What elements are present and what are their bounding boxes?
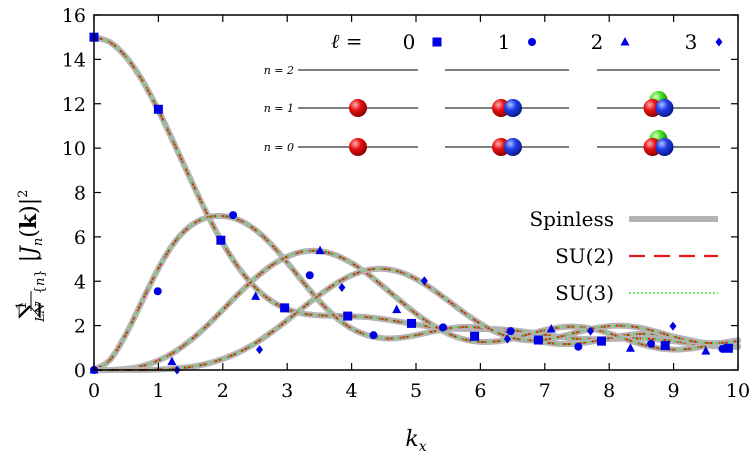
y-tick-label: 16 (62, 5, 86, 27)
marker-l2-point (701, 346, 711, 355)
x-tick-label: 8 (603, 380, 615, 402)
legend-marker-label-1: 1 (498, 30, 511, 54)
x-tick-label: 7 (539, 380, 551, 402)
legend-line-label: SU(2) (555, 244, 614, 268)
marker-l0-point (343, 311, 353, 321)
marker-l1-point (369, 331, 378, 340)
marker-l3-point (587, 326, 595, 336)
curve-spinless-2 (91, 247, 741, 374)
marker-l2-point (251, 291, 261, 300)
legend-marker-label-2: 2 (591, 30, 604, 54)
y-tick-label: 14 (62, 49, 86, 71)
legend-line-label: Spinless (529, 207, 614, 231)
marker-l2-point (469, 331, 479, 341)
marker-l1-point (153, 287, 162, 296)
curve-su3-1 (93, 215, 739, 371)
x-tick-label: 0 (88, 380, 100, 402)
marker-l3-point (338, 282, 346, 292)
svg-text:1 LN ∑ {n}: 1 LN ∑ {n} |Jn(k)|2 (7, 190, 50, 323)
x-tick-label: 1 (152, 380, 164, 402)
inset-level-label: n = 1 (264, 102, 294, 115)
marker-l2-point (167, 356, 177, 366)
inset-level-label: n = 2 (264, 64, 294, 77)
curves-layer (91, 34, 741, 374)
x-axis-title: kx (405, 427, 426, 453)
inset-particle-red (349, 99, 367, 117)
curve-spinless-0 (91, 34, 741, 350)
marker-l1-point (574, 342, 583, 351)
y-tick-label: 0 (74, 360, 86, 382)
marker-l0-point (660, 341, 670, 351)
marker-legend-items: 0 1 2 3 (403, 30, 723, 54)
y-tick-label: 10 (62, 138, 86, 160)
inset-particle-blue (504, 138, 522, 156)
marker-l0-point (533, 335, 543, 345)
inset-level-label: n = 0 (264, 141, 294, 154)
x-tick-label: 4 (346, 380, 358, 402)
marker-l1-point (229, 211, 238, 220)
marker-l3-point (256, 345, 264, 355)
y-tick-label: 12 (62, 94, 86, 116)
marker-l1-point (305, 271, 314, 280)
x-tick-label: 5 (410, 380, 422, 402)
marker-l2-point (546, 323, 556, 333)
marker-l2-point (625, 343, 635, 352)
legend-marker-symbol-1 (528, 38, 536, 46)
marker-l1-point (439, 323, 448, 332)
inset-diagram: n = 2 n = 1 n = 0 (264, 64, 720, 156)
marker-l3-point (420, 276, 428, 286)
y-tick-label: 6 (74, 227, 86, 249)
marker-l1-point (506, 327, 515, 336)
legend-marker-symbol-0 (432, 37, 442, 47)
inset-particle-blue (655, 99, 674, 117)
curve-spinless-3 (91, 265, 741, 374)
marker-l1-point (647, 339, 656, 348)
marker-l0-point (406, 318, 416, 328)
marker-l0-point (596, 336, 606, 346)
x-tick-label: 6 (474, 380, 486, 402)
inset-particle-blue (504, 99, 522, 117)
legend-marker-symbol-2 (620, 37, 630, 46)
marker-l3-point (669, 321, 677, 331)
plot-area (89, 32, 741, 375)
curve-su3-3 (93, 268, 739, 371)
inset-particle-blue (655, 138, 674, 156)
y-tick-label: 8 (74, 183, 86, 205)
curve-su2-0 (93, 36, 739, 348)
marker-legend: ℓ = 0 1 2 3 (331, 29, 723, 54)
y-axis-title: 1 LN ∑ {n} |Jn(k)|2 (7, 190, 50, 323)
line-legend: Spinless SU(2) SU(3) (529, 207, 718, 305)
legend-marker-label-3: 3 (685, 30, 698, 54)
inset-particle-red (349, 138, 367, 156)
marker-l0-point (723, 343, 733, 353)
legend-marker-label-0: 0 (403, 30, 416, 54)
marker-l3-point (503, 334, 511, 344)
marker-l1-point (718, 344, 727, 353)
curve-su3-0 (93, 36, 739, 348)
y-tick-label: 2 (74, 316, 86, 338)
x-tick-label: 2 (217, 380, 229, 402)
legend-line-label: SU(3) (555, 281, 614, 305)
marker-l0-point (280, 303, 290, 313)
x-tick-label: 3 (281, 380, 293, 402)
x-tick-label: 10 (726, 380, 750, 402)
markers-layer (89, 32, 733, 375)
legend-marker-symbol-3 (715, 37, 723, 47)
curve-su3-2 (93, 250, 739, 371)
marker-l0-point (153, 104, 163, 114)
marker-l0-point (216, 235, 226, 245)
y-tick-label: 4 (74, 271, 86, 293)
legend-markers-header: ℓ = (331, 29, 362, 53)
marker-l2-point (392, 304, 402, 314)
marker-l2-point (315, 245, 325, 255)
curve-su2-3 (93, 267, 739, 372)
x-tick-label: 9 (668, 380, 680, 402)
